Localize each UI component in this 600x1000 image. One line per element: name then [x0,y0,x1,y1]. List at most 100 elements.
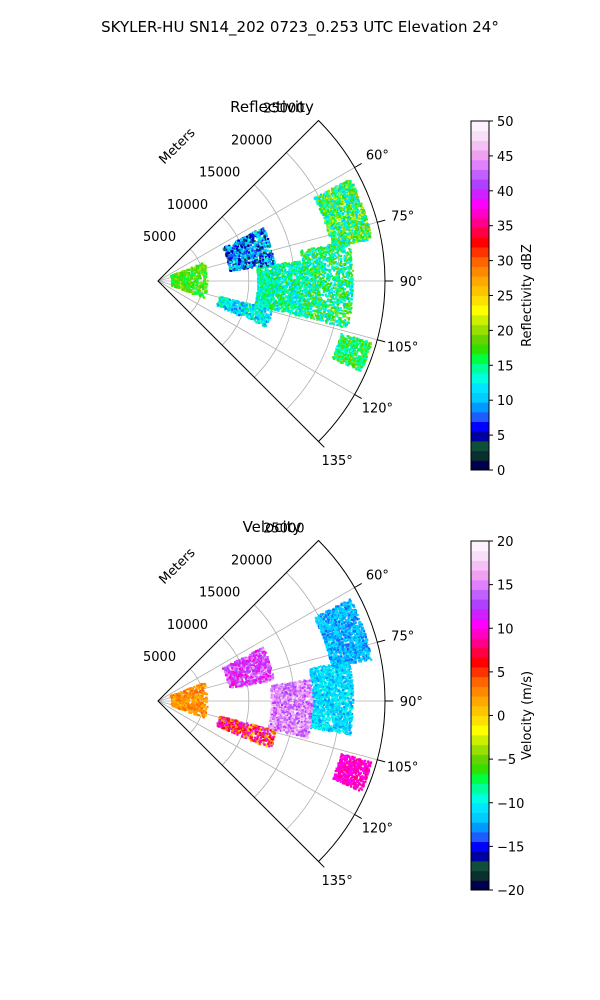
colorbar-tick-label: 40 [497,185,514,200]
colorbar-swatch [471,314,489,326]
colorbar-swatch [471,754,489,765]
colorbar-swatch [471,421,489,432]
colorbar-swatch [471,870,489,881]
colorbar-swatch [471,431,489,442]
colorbar-swatch [471,608,489,620]
colorbar-swatch [471,676,489,687]
theta-tick-label: 60° [366,568,389,583]
theta-tick [377,759,386,763]
r-tick-label: 15000 [199,586,240,601]
colorbar-swatch [471,188,489,200]
theta-tick [354,162,362,168]
colorbar-swatch [471,392,489,403]
colorbar-tick-label: 15 [497,579,514,594]
colorbar-tick-label: 50 [497,115,514,130]
theta-tick-label: 105° [387,341,418,356]
colorbar-swatch [471,276,489,287]
colorbar-swatch [471,247,489,258]
colorbar-tick-label: 10 [497,394,514,409]
figure-suptitle: SKYLER-HU SN14_202 0723_0.253 UTC Elevat… [101,18,499,37]
r-tick-label: 5000 [143,230,176,245]
colorbar-swatch [471,150,489,161]
colorbar-swatch [471,763,489,775]
theta-tick-label: 90° [400,695,423,710]
colorbar-swatch [471,715,489,726]
r-tick-label: 20000 [231,554,272,569]
r-tick-label: 5000 [143,650,176,665]
sector-outline [157,119,386,443]
r-tick-label: 25000 [263,101,304,116]
colorbar: −20 −15 −10 −5 0 5 10 15 20 Velocity (m/s) [470,535,535,899]
theta-tick-label: 120° [362,402,393,417]
colorbar-tick-label: 20 [497,324,514,339]
theta-gridline [157,700,355,815]
colorbar-swatch [471,159,489,170]
theta-tick-label: 90° [400,275,423,290]
colorbar-swatch [471,285,489,296]
colorbar-swatch [471,696,489,707]
colorbar-swatch [471,880,489,891]
echo-field [170,179,372,372]
colorbar-swatch [471,295,489,306]
colorbar-swatch [471,657,489,668]
colorbar-swatch [471,363,489,374]
theta-tick-label: 60° [366,148,389,163]
colorbar-label: Velocity (m/s) [520,671,535,760]
theta-tick-label: 135° [321,874,352,889]
colorbar-swatch [471,802,489,813]
panel-title: Velocity [243,518,302,536]
colorbar-swatch [471,783,489,794]
colorbar-swatch [471,860,489,872]
panel-title: Reflectivity [230,98,314,116]
theta-gridline [157,587,355,702]
theta-tick-label: 105° [387,761,418,776]
colorbar-tick-label: 5 [497,429,505,444]
colorbar-swatch [471,169,489,180]
colorbar-swatch [471,589,489,600]
theta-tick-label: 120° [362,822,393,837]
colorbar-tick-label: −5 [497,753,516,768]
colorbar-swatch [471,599,489,610]
colorbar-tick-label: 0 [497,710,505,725]
theta-tick [354,394,362,400]
theta-gridline [157,280,355,395]
colorbar-swatch [471,353,489,364]
colorbar-tick-label: −10 [497,797,524,812]
colorbar-swatch [471,541,489,552]
colorbar-swatch [471,411,489,423]
colorbar-swatch [471,812,489,823]
theta-tick [318,441,325,448]
colorbar-swatch [471,550,489,561]
colorbar-swatch [471,198,489,209]
colorbar-swatch [471,373,489,384]
colorbar-tick-label: 20 [497,535,514,550]
colorbar-tick-label: 45 [497,150,514,165]
theta-tick [354,814,362,820]
colorbar-swatch [471,793,489,804]
theta-tick-label: 75° [391,209,414,224]
r-tick-label: 20000 [231,134,272,149]
colorbar-swatch [471,217,489,229]
colorbar-swatch [471,343,489,355]
colorbar-swatch [471,130,489,141]
colorbar-swatch [471,305,489,316]
colorbar-swatch [471,822,489,833]
theta-tick [354,582,362,588]
colorbar-swatch [471,618,489,629]
colorbar-swatch [471,208,489,219]
theta-tick-label: 75° [391,629,414,644]
theta-gridline [157,167,355,282]
colorbar-swatch [471,402,489,413]
colorbar-swatch [471,140,489,151]
colorbar-swatch [471,686,489,697]
colorbar-tick-label: 30 [497,255,514,270]
colorbar-swatch [471,744,489,755]
colorbar-swatch [471,773,489,784]
colorbar-tick-label: 5 [497,666,505,681]
colorbar-swatch [471,851,489,862]
colorbar-swatch [471,121,489,132]
colorbar-tick-label: 25 [497,290,514,305]
colorbar-swatch [471,579,489,590]
colorbar-swatch [471,725,489,736]
